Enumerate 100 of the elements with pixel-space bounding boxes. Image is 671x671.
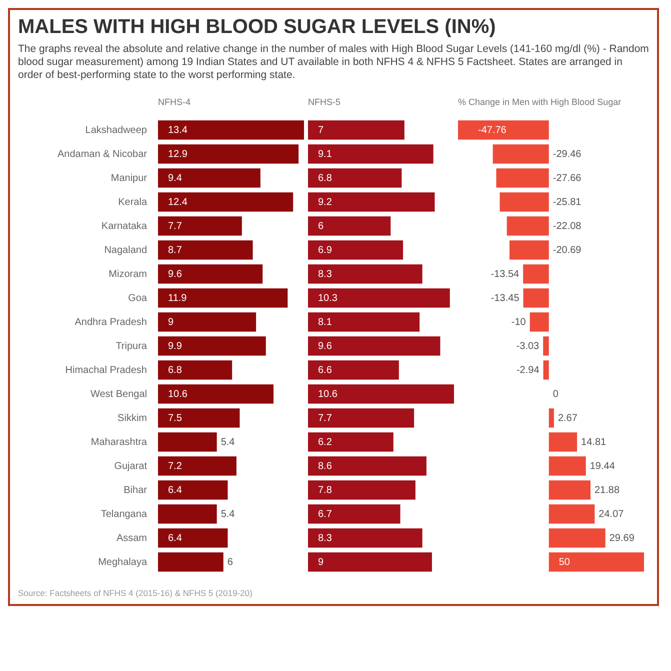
bar <box>496 168 549 188</box>
y-tick-label: Assam <box>116 532 147 544</box>
data-label: -22.08 <box>552 220 582 232</box>
data-label: 7.7 <box>168 220 182 232</box>
data-label: 0 <box>552 388 559 400</box>
data-label: 24.07 <box>598 508 624 520</box>
data-label: -2.94 <box>516 364 540 376</box>
bar <box>308 432 394 452</box>
y-tick-label: Karnataka <box>101 220 148 232</box>
data-label: -3.03 <box>516 340 540 352</box>
bar <box>523 264 549 284</box>
data-label: 12.9 <box>168 148 188 160</box>
data-label: 5.4 <box>220 508 236 520</box>
bar <box>308 360 399 380</box>
data-label: 9.4 <box>168 172 182 184</box>
data-label: 7.5 <box>168 412 182 424</box>
data-label: 19.44 <box>590 460 616 472</box>
bar <box>158 384 274 404</box>
bar <box>500 192 549 212</box>
y-tick-label: Gujarat <box>114 460 148 472</box>
data-label: -13.54 <box>490 268 520 280</box>
bar <box>506 216 549 236</box>
bar <box>308 120 404 140</box>
data-label: 6.7 <box>318 508 332 520</box>
bar <box>548 456 586 476</box>
data-label: -13.45 <box>490 292 520 304</box>
bar <box>158 144 299 164</box>
y-tick-label: Andaman & Nicobar <box>58 148 148 160</box>
y-tick-label: Maharashtra <box>90 436 148 448</box>
y-tick-label: Manipur <box>110 172 148 184</box>
y-tick-label: Nagaland <box>104 244 147 256</box>
data-label: 12.4 <box>168 196 188 208</box>
data-label: 6 <box>318 220 324 232</box>
data-label: 8.7 <box>168 244 182 256</box>
data-label: 8.3 <box>318 532 332 544</box>
data-label: -27.66 <box>552 172 582 184</box>
data-label: -47.76 <box>478 124 507 136</box>
data-label: 9.6 <box>168 268 182 280</box>
data-label: 10.6 <box>318 388 338 400</box>
bar <box>158 456 236 476</box>
x-axis-title: NFHS-4 <box>157 96 192 108</box>
data-label: 11.9 <box>168 292 188 304</box>
x-axis-title: NFHS-5 <box>308 96 342 108</box>
bar <box>510 240 549 260</box>
data-label: 10.3 <box>318 292 338 304</box>
bar <box>158 504 217 524</box>
bar <box>158 264 263 284</box>
y-tick-label: West Bengal <box>90 388 147 400</box>
source-note: Source: Factsheets of NFHS 4 (2015-16) & NFHS 5 (2019-20) <box>18 588 254 598</box>
bar <box>458 120 549 140</box>
bar <box>308 240 404 260</box>
y-tick-label: Goa <box>128 292 148 304</box>
data-label: 21.88 <box>594 484 620 496</box>
data-label: 9.9 <box>168 340 182 352</box>
bar <box>158 240 253 260</box>
bar <box>158 192 294 212</box>
data-label: 14.81 <box>581 436 607 448</box>
bar <box>548 528 606 548</box>
bar <box>158 120 304 140</box>
data-label: 9 <box>318 556 324 568</box>
bar <box>308 552 432 572</box>
data-label: 6.4 <box>168 484 182 496</box>
y-tick-label: Lakshadweep <box>85 124 148 136</box>
y-tick-label: Andhra Pradesh <box>74 316 147 328</box>
bar <box>548 408 554 428</box>
bar <box>308 168 402 188</box>
data-label: 7 <box>318 124 324 136</box>
bar <box>548 552 644 572</box>
data-label: 50 <box>558 556 570 568</box>
data-label: 6.2 <box>318 436 332 448</box>
y-tick-label: Meghalaya <box>98 556 148 568</box>
bar <box>158 432 217 452</box>
data-label: -29.46 <box>552 148 582 160</box>
y-tick-label: Kerala <box>118 196 148 208</box>
data-label: 8.1 <box>318 316 332 328</box>
bar <box>308 288 450 308</box>
bar <box>158 336 266 356</box>
data-label: 6.9 <box>318 244 332 256</box>
bar <box>523 288 549 308</box>
bar <box>548 480 590 500</box>
bar <box>543 360 549 380</box>
bar <box>158 216 242 236</box>
data-label: 9.6 <box>318 340 332 352</box>
bar <box>308 480 416 500</box>
bar <box>158 528 228 548</box>
bar <box>308 192 435 212</box>
y-tick-label: Telangana <box>100 508 148 520</box>
bar <box>543 336 549 356</box>
bar <box>158 168 260 188</box>
data-label: 6 <box>227 556 234 568</box>
bar <box>308 264 422 284</box>
y-tick-label: Tripura <box>116 340 148 352</box>
bar <box>308 408 414 428</box>
bar <box>548 504 595 524</box>
data-label: 6.8 <box>168 364 182 376</box>
data-label: 6.4 <box>168 532 182 544</box>
data-label: 8.3 <box>318 268 332 280</box>
data-label: 13.4 <box>168 124 188 136</box>
bar <box>308 336 440 356</box>
data-label: 10.6 <box>168 388 188 400</box>
